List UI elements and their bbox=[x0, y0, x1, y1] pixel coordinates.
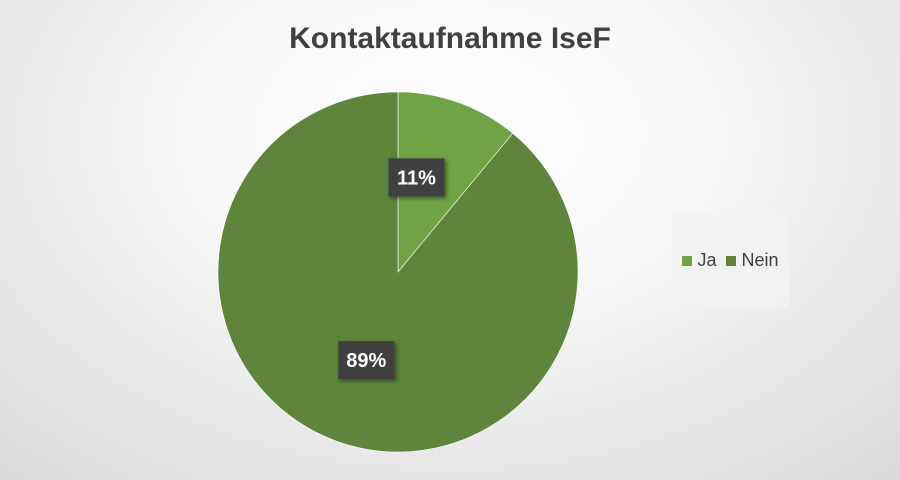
pie-slice-nein bbox=[217, 91, 579, 453]
legend-label-nein: Nein bbox=[741, 250, 779, 270]
legend-swatch-nein bbox=[726, 255, 737, 266]
legend: Ja Nein bbox=[672, 212, 789, 309]
legend-item-nein: Nein bbox=[726, 250, 779, 271]
legend-swatch-ja bbox=[682, 255, 693, 266]
pie-slice-ja bbox=[397, 91, 514, 273]
data-label-nein: 89% bbox=[338, 341, 395, 380]
data-label-text-ja: 11% bbox=[397, 167, 436, 189]
chart-title: Kontaktaufnahme IseF bbox=[289, 22, 611, 55]
data-label-ja: 11% bbox=[388, 158, 445, 197]
data-label-text-nein: 89% bbox=[346, 350, 386, 372]
data-label-box-ja bbox=[388, 158, 445, 197]
data-label-box-nein bbox=[338, 341, 395, 380]
legend-label-ja: Ja bbox=[697, 250, 717, 270]
legend-item-ja: Ja bbox=[682, 250, 716, 271]
